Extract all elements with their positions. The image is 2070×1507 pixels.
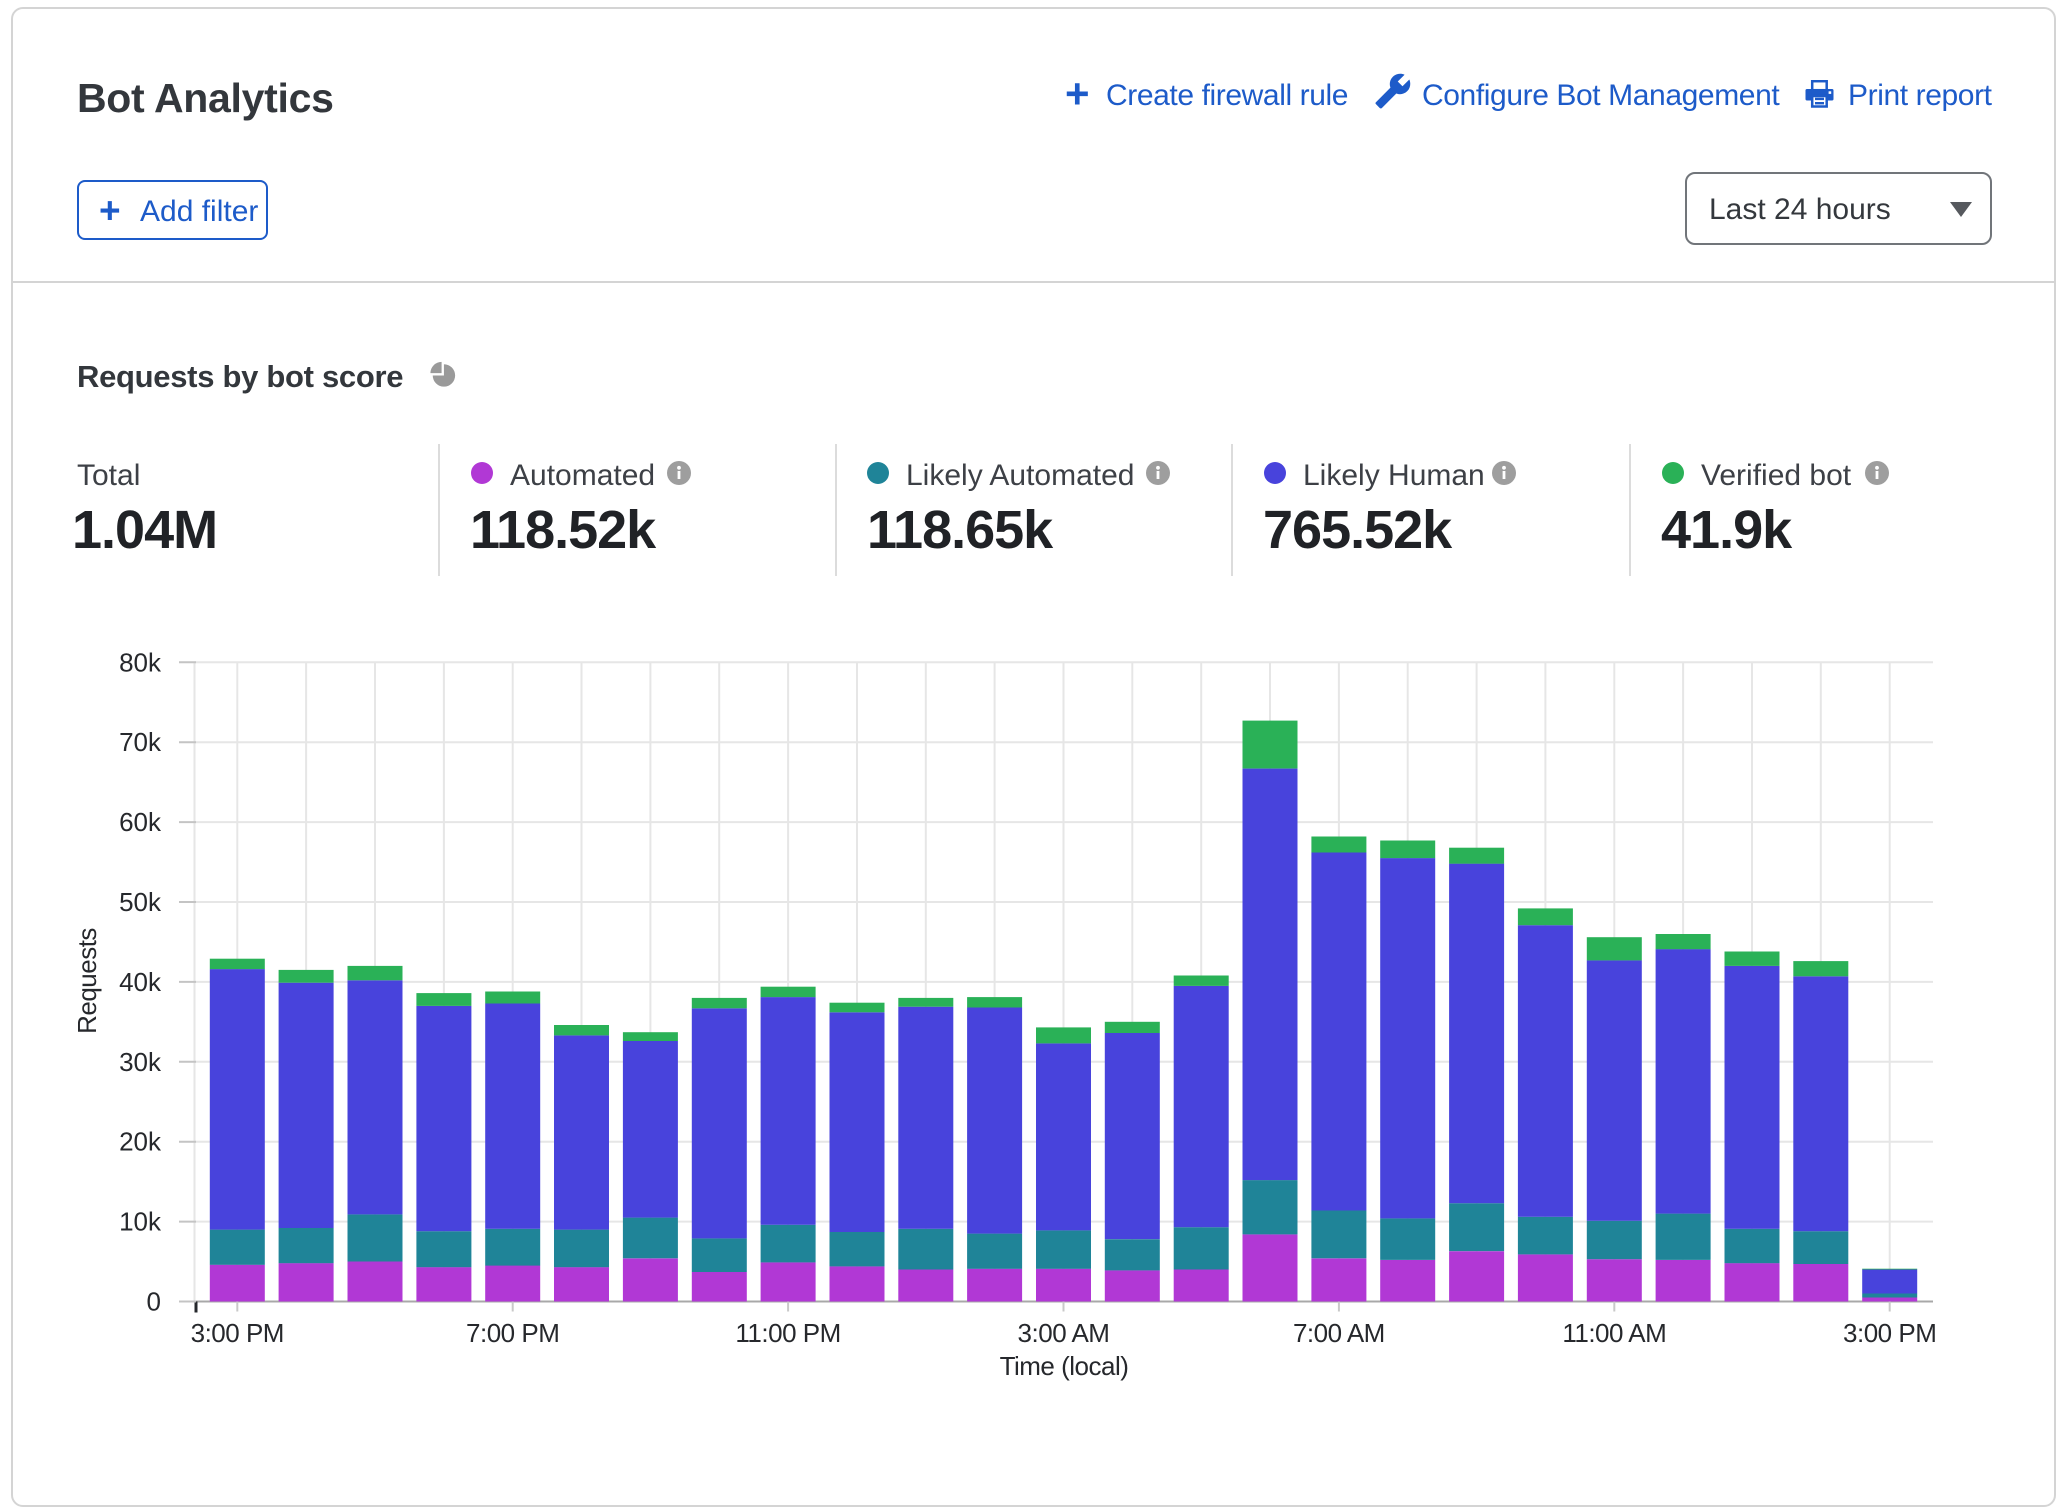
svg-text:70k: 70k [119,727,162,757]
svg-text:Requests: Requests [72,928,102,1034]
svg-text:10k: 10k [119,1207,162,1237]
svg-text:7:00 AM: 7:00 AM [1293,1318,1385,1348]
svg-text:0: 0 [147,1287,161,1317]
svg-text:50k: 50k [119,887,162,917]
svg-text:20k: 20k [119,1127,162,1157]
svg-text:7:00 PM: 7:00 PM [466,1318,559,1348]
svg-text:3:00 PM: 3:00 PM [1843,1318,1936,1348]
svg-text:60k: 60k [119,807,162,837]
svg-text:80k: 80k [119,647,162,677]
svg-text:3:00 AM: 3:00 AM [1018,1318,1110,1348]
svg-text:11:00 AM: 11:00 AM [1562,1318,1666,1348]
svg-text:11:00 PM: 11:00 PM [735,1318,840,1348]
svg-text:Time (local): Time (local) [1000,1351,1129,1381]
svg-text:40k: 40k [119,967,162,997]
svg-text:30k: 30k [119,1047,162,1077]
svg-text:3:00 PM: 3:00 PM [191,1318,284,1348]
